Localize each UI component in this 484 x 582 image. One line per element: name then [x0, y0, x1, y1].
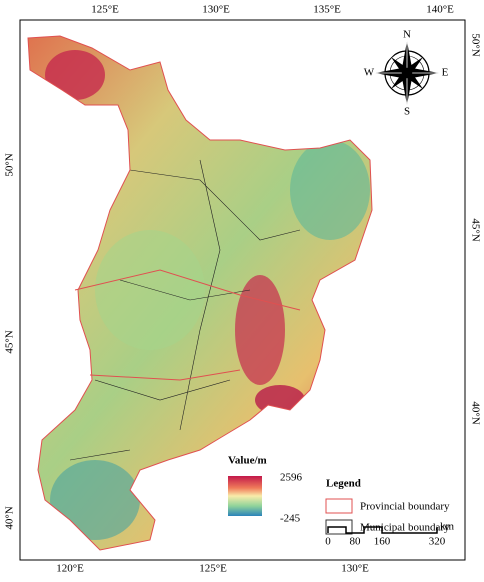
scale-unit: km: [440, 521, 455, 533]
latitude-label: 50°N: [4, 153, 16, 176]
compass-letter: N: [403, 29, 411, 41]
compass-letter: E: [442, 67, 449, 79]
provincial-boundary: [74, 269, 301, 381]
longitude-label: 140°E: [426, 4, 454, 16]
scale-label: 80: [350, 536, 362, 548]
compass-letter: W: [364, 67, 375, 79]
latitude-label: 40°N: [469, 401, 481, 424]
latitude-label: 50°N: [469, 33, 481, 56]
colorbar: [228, 476, 262, 516]
legend-item: Provincial boundary: [360, 501, 450, 513]
legend-title: Legend: [326, 478, 361, 490]
legend-swatch-municipal: [325, 519, 353, 535]
latitude-label: 45°N: [4, 330, 16, 353]
longitude-label: 130°E: [202, 4, 230, 16]
colorbar-min: -245: [280, 513, 301, 525]
longitude-label: 125°E: [199, 563, 227, 575]
compass-letter: S: [404, 106, 410, 118]
colorbar-max: 2596: [280, 472, 303, 484]
scale-label: 320: [429, 536, 446, 548]
legend-swatch-provincial: [325, 498, 353, 514]
scale-bar: [327, 526, 438, 534]
longitude-label: 130°E: [341, 563, 369, 575]
longitude-label: 120°E: [56, 563, 84, 575]
scale-label: 0: [325, 536, 331, 548]
latitude-label: 45°N: [469, 218, 481, 241]
colorbar-title: Value/m: [228, 455, 267, 467]
north-arrow: [374, 40, 439, 105]
latitude-label: 40°N: [4, 506, 16, 529]
scale-label: 160: [374, 536, 391, 548]
longitude-label: 135°E: [313, 4, 341, 16]
longitude-label: 125°E: [91, 4, 119, 16]
legend-item: Municipal boundary: [360, 522, 450, 534]
